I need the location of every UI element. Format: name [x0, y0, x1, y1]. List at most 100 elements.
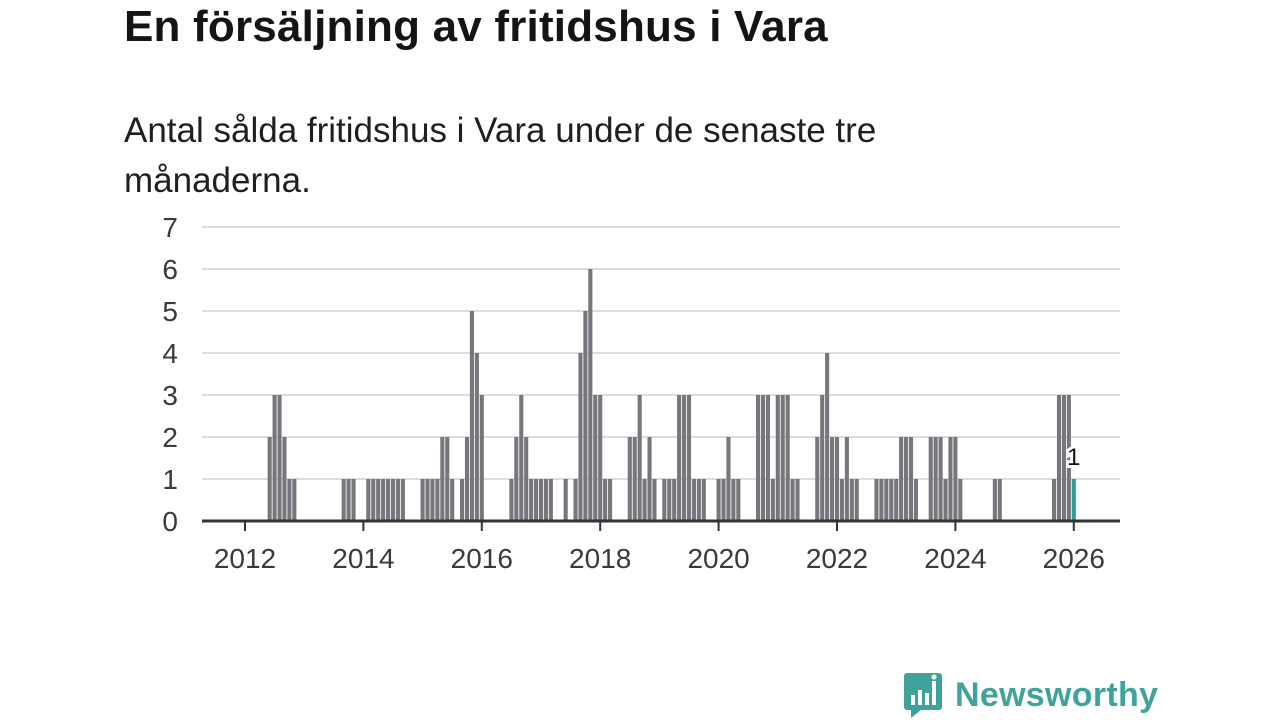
bar: [953, 437, 958, 521]
bar: [820, 395, 825, 521]
bar: [948, 437, 953, 521]
bar: [445, 437, 450, 521]
bar: [519, 395, 524, 521]
bar: [716, 479, 721, 521]
bar: [899, 437, 904, 521]
y-tick-label: 1: [162, 464, 178, 495]
bar: [292, 479, 297, 521]
chart-subtitle: Antal sålda fritidshus i Vara under de s…: [124, 111, 877, 200]
grid-lines: [202, 226, 1120, 480]
bar: [598, 395, 603, 521]
bar: [780, 395, 785, 521]
bar: [435, 479, 440, 521]
bar: [696, 479, 701, 521]
bar: [958, 479, 963, 521]
bar: [830, 437, 835, 521]
bar: [400, 479, 405, 521]
bar: [282, 437, 287, 521]
bar: [425, 479, 430, 521]
newsworthy-logo-icon: [904, 673, 942, 718]
bar: [578, 353, 583, 521]
x-tick-label: 2016: [451, 543, 513, 574]
bar: [538, 479, 544, 521]
bar: [1061, 395, 1066, 521]
bar: [420, 479, 425, 521]
y-tick-label: 5: [162, 296, 178, 327]
bar: [928, 437, 933, 521]
x-tick-label: 2014: [332, 543, 394, 574]
bar: [943, 479, 948, 521]
chart-title: En försäljning av fritidshus i Vara: [124, 2, 828, 51]
bar: [371, 479, 376, 521]
bar: [913, 479, 918, 521]
y-tick-label: 0: [162, 506, 178, 537]
bar: [844, 437, 849, 521]
bar: [795, 479, 800, 521]
bar: [682, 395, 687, 521]
x-tick-label: 2012: [214, 543, 276, 574]
bar: [637, 395, 642, 521]
bar: [608, 479, 613, 521]
bar: [647, 437, 652, 521]
bar: [849, 479, 854, 521]
bar: [529, 479, 534, 521]
bar: [464, 437, 470, 521]
bar: [386, 479, 391, 521]
bar-labels: 1: [1064, 441, 1083, 474]
x-tick-label: 2018: [569, 543, 631, 574]
bar: [677, 395, 682, 521]
bar: [667, 479, 672, 521]
bar: [548, 479, 553, 521]
bars: [267, 269, 1076, 521]
x-tick-label: 2022: [806, 543, 868, 574]
bar: [765, 395, 770, 521]
bar: [701, 479, 706, 521]
bar: [603, 479, 608, 521]
bar: [642, 479, 647, 521]
bar: [376, 479, 381, 521]
bar: [933, 437, 938, 521]
bar: [573, 479, 578, 521]
bar: [874, 479, 879, 521]
y-axis-ticks: 0 1 2 3 4 5 6 7: [162, 212, 178, 537]
x-axis-ticks: 2012 2014 2016 2018 2020 2022 2024 2026: [214, 521, 1105, 574]
bar: [450, 479, 455, 521]
bar: [652, 479, 657, 521]
bar: [889, 479, 894, 521]
bar: [736, 479, 741, 521]
bar: [627, 437, 632, 521]
bar: [272, 395, 277, 521]
bar: [543, 479, 548, 521]
bar: [277, 395, 282, 521]
bar: [839, 479, 844, 521]
bar: [287, 479, 292, 521]
y-tick-label: 3: [162, 380, 178, 411]
bar: [884, 479, 889, 521]
bar: [381, 479, 386, 521]
bar: [346, 479, 351, 521]
highlighted-bar: [1071, 479, 1076, 521]
bar: [662, 479, 667, 521]
bar: [904, 437, 909, 521]
bar: [474, 353, 479, 521]
bar: [534, 479, 539, 521]
y-tick-label: 7: [162, 212, 178, 243]
bar: [721, 479, 726, 521]
bar: [469, 311, 474, 521]
bar: [460, 479, 465, 521]
bar: [825, 353, 830, 521]
bar: [770, 479, 775, 521]
bar: [563, 479, 568, 521]
bar: [879, 479, 884, 521]
bar: [790, 479, 795, 521]
bar: [1052, 479, 1057, 521]
bar: [756, 395, 761, 521]
bar: [366, 479, 371, 521]
bar: [691, 479, 696, 521]
bar: [731, 479, 736, 521]
bar: [479, 395, 484, 521]
bar: [908, 437, 914, 521]
bar: [997, 479, 1002, 521]
bar: [834, 437, 840, 521]
x-tick-label: 2026: [1043, 543, 1105, 574]
